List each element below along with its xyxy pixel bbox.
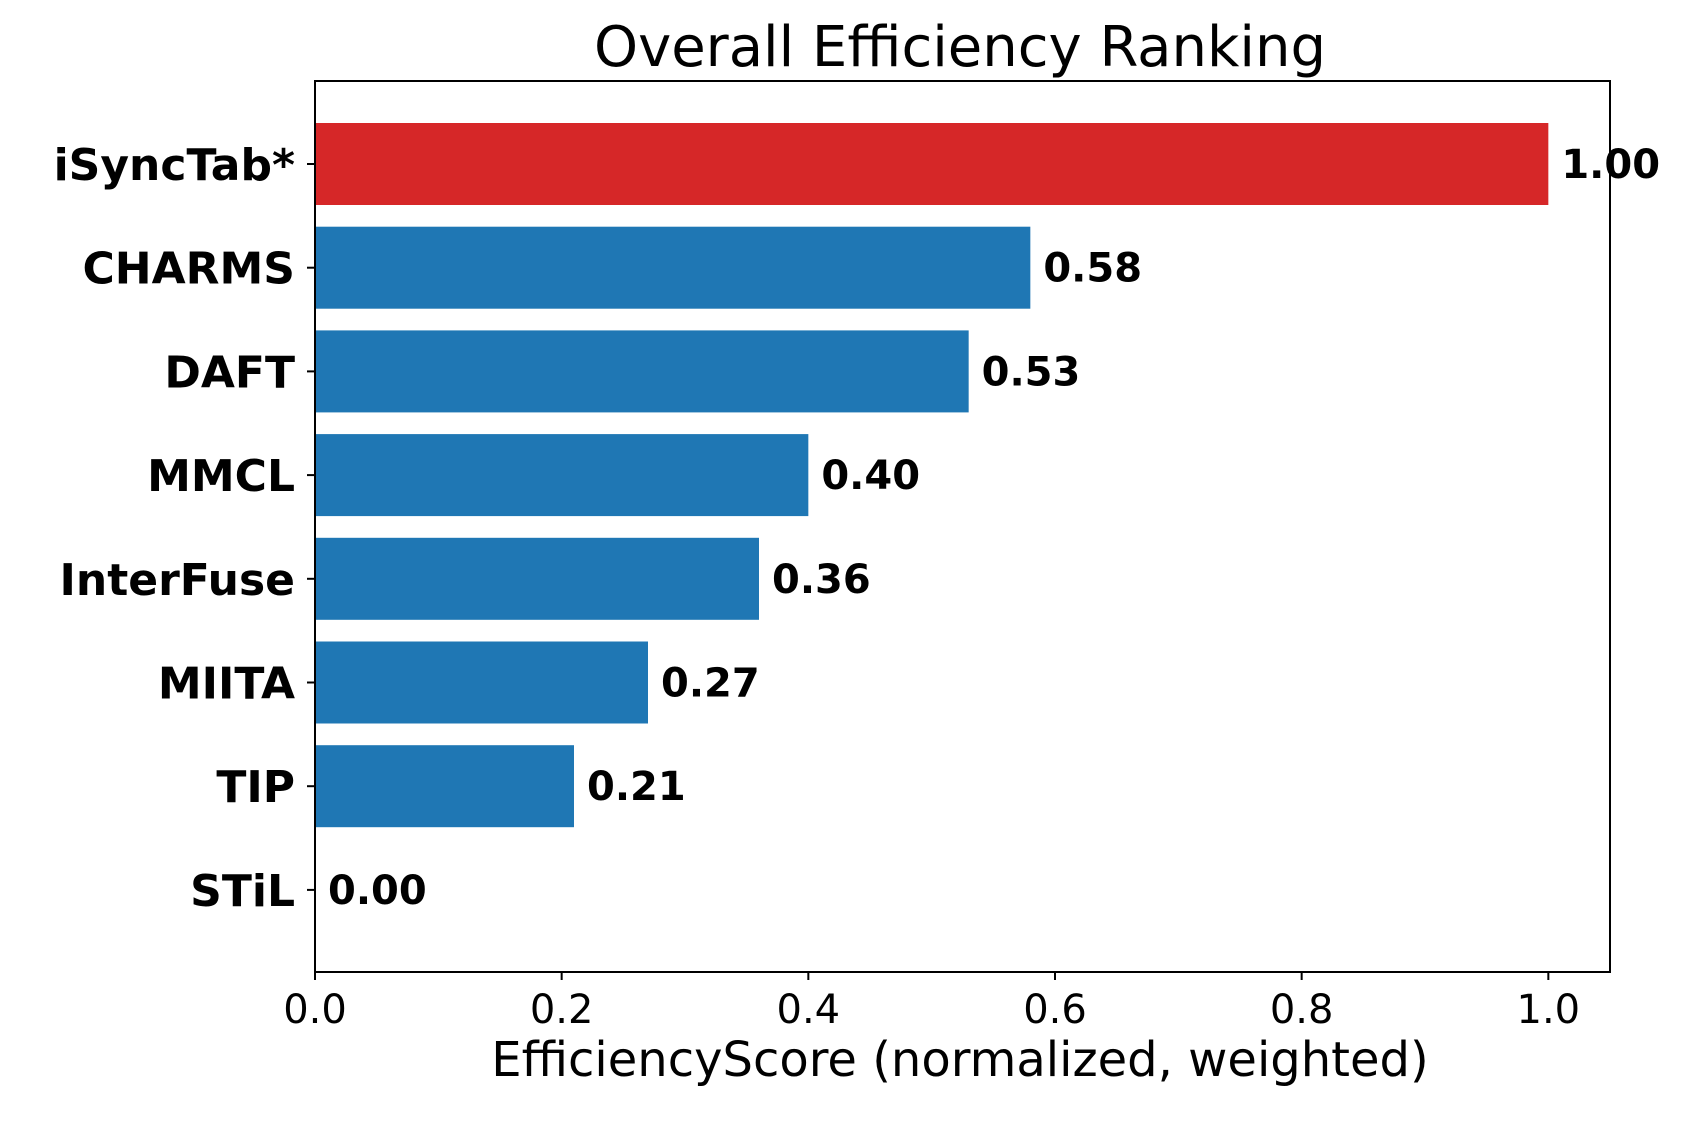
x-tick-label: 0.4	[777, 987, 841, 1033]
y-tick-label-daft: DAFT	[164, 347, 295, 398]
y-tick-label-mmcl: MMCL	[147, 451, 295, 502]
y-tick-label-interfuse: InterFuse	[60, 555, 296, 606]
bar-isynctab	[315, 123, 1549, 205]
value-label-charms: 0.58	[1043, 246, 1142, 292]
x-tick-label: 0.2	[530, 987, 594, 1033]
bar-mmcl	[315, 434, 809, 517]
x-tick-label: 0.8	[1270, 987, 1334, 1033]
x-axis-label: EfficiencyScore (normalized, weighted)	[491, 1032, 1428, 1088]
value-label-stil: 0.00	[328, 868, 427, 914]
value-label-mmcl: 0.40	[821, 453, 920, 499]
y-tick-label-tip: TIP	[216, 762, 295, 813]
bars-layer: 1.000.580.530.400.360.270.210.00	[315, 123, 1660, 914]
x-tick-label: 0.0	[283, 987, 347, 1033]
x-tick-label: 0.6	[1023, 987, 1087, 1033]
y-tick-label-isynctab: iSyncTab*	[54, 140, 295, 191]
value-label-miita: 0.27	[661, 661, 760, 707]
plot-frame	[314, 80, 1611, 973]
y-tick-label-miita: MIITA	[158, 659, 295, 710]
value-label-interfuse: 0.36	[772, 557, 871, 603]
bar-interfuse	[315, 537, 759, 620]
y-tick-label-charms: CHARMS	[82, 244, 295, 295]
bar-charms	[315, 226, 1031, 309]
axes-layer: iSyncTab* CHARMS DAFT MMCL InterFuse MIITA TIP…	[54, 80, 1611, 1033]
value-label-daft: 0.53	[982, 349, 1081, 395]
value-label-tip: 0.21	[587, 764, 686, 810]
bar-tip	[315, 745, 574, 828]
bar-miita	[315, 641, 648, 724]
y-tick-label-stil: STiL	[190, 866, 295, 917]
chart-title: Overall Efficiency Ranking	[594, 15, 1326, 80]
bar-daft	[315, 330, 969, 413]
x-tick-label: 1.0	[1517, 987, 1581, 1033]
